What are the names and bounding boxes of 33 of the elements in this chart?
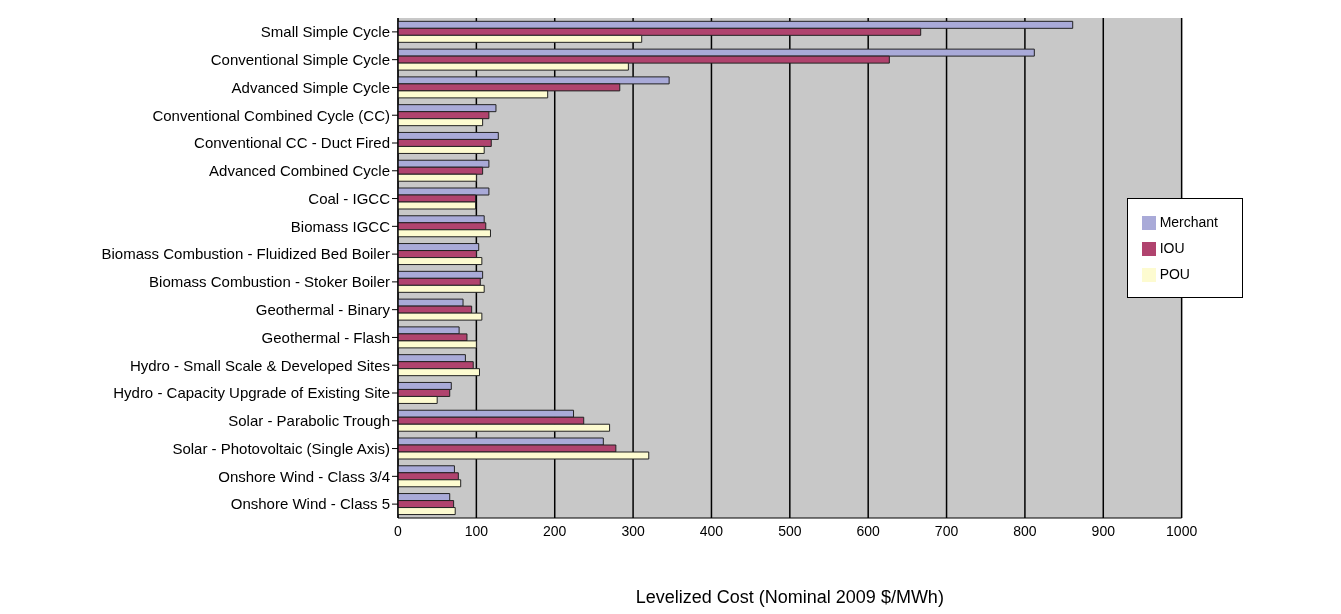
- y-tick-label: Small Simple Cycle: [260, 23, 390, 41]
- x-tick-label: 800: [1013, 522, 1037, 539]
- x-tick-label: 1000: [1166, 522, 1198, 539]
- legend-label: IOU: [1159, 240, 1185, 256]
- x-tick-label: 100: [464, 522, 489, 539]
- x-tick-label: 600: [856, 522, 881, 539]
- x-tick-label: 0: [394, 522, 403, 539]
- x-axis-title: Levelized Cost (Nominal 2009 $/MWh): [635, 587, 944, 607]
- x-tick-label: 300: [621, 522, 645, 539]
- y-tick-label: Hydro - Capacity Upgrade of Existing Site: [113, 384, 390, 402]
- y-tick-label: Advanced Combined Cycle: [209, 162, 390, 180]
- y-tick-label: Geothermal - Flash: [261, 328, 390, 346]
- x-tick-label: 500: [778, 522, 802, 539]
- x-tick-label: 900: [1091, 522, 1116, 539]
- y-tick-label: Geothermal - Binary: [255, 300, 391, 318]
- y-tick-label: Biomass IGCC: [290, 217, 391, 235]
- y-tick-label: Conventional Combined Cycle (CC): [152, 106, 390, 124]
- y-tick-label: Solar - Photovoltaic (Single Axis): [172, 439, 390, 457]
- y-tick-label: Biomass Combustion - Stoker Boiler: [149, 273, 390, 291]
- x-tick-label: 400: [699, 522, 724, 539]
- y-tick-label: Coal - IGCC: [308, 189, 391, 207]
- y-tick-label: Onshore Wind - Class 3/4: [218, 467, 390, 485]
- x-tick-label: 700: [934, 522, 959, 539]
- y-tick-label: Hydro - Small Scale & Developed Sites: [129, 356, 390, 374]
- y-tick-label: Onshore Wind - Class 5: [230, 495, 390, 513]
- y-tick-label: Solar - Parabolic Trough: [228, 412, 390, 430]
- y-tick-label: Conventional CC - Duct Fired: [194, 134, 390, 152]
- legend-label: Merchant: [1159, 214, 1218, 230]
- y-tick-label: Biomass Combustion - Fluidized Bed Boiler: [101, 245, 390, 263]
- y-tick-label: Conventional Simple Cycle: [210, 50, 390, 68]
- y-tick-label: Advanced Simple Cycle: [231, 78, 390, 96]
- x-tick-label: 200: [543, 522, 567, 539]
- legend-label: POU: [1159, 266, 1190, 282]
